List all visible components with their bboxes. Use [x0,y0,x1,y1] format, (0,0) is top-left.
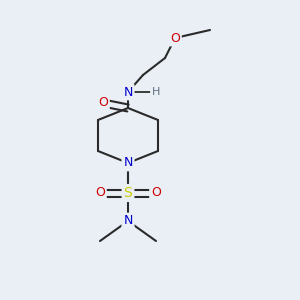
Text: O: O [151,187,161,200]
Text: N: N [123,214,133,227]
Text: O: O [95,187,105,200]
Text: O: O [98,97,108,110]
Text: N: N [123,85,133,98]
Text: H: H [152,87,160,97]
Text: N: N [123,157,133,169]
Text: S: S [124,186,132,200]
Text: O: O [170,32,180,44]
